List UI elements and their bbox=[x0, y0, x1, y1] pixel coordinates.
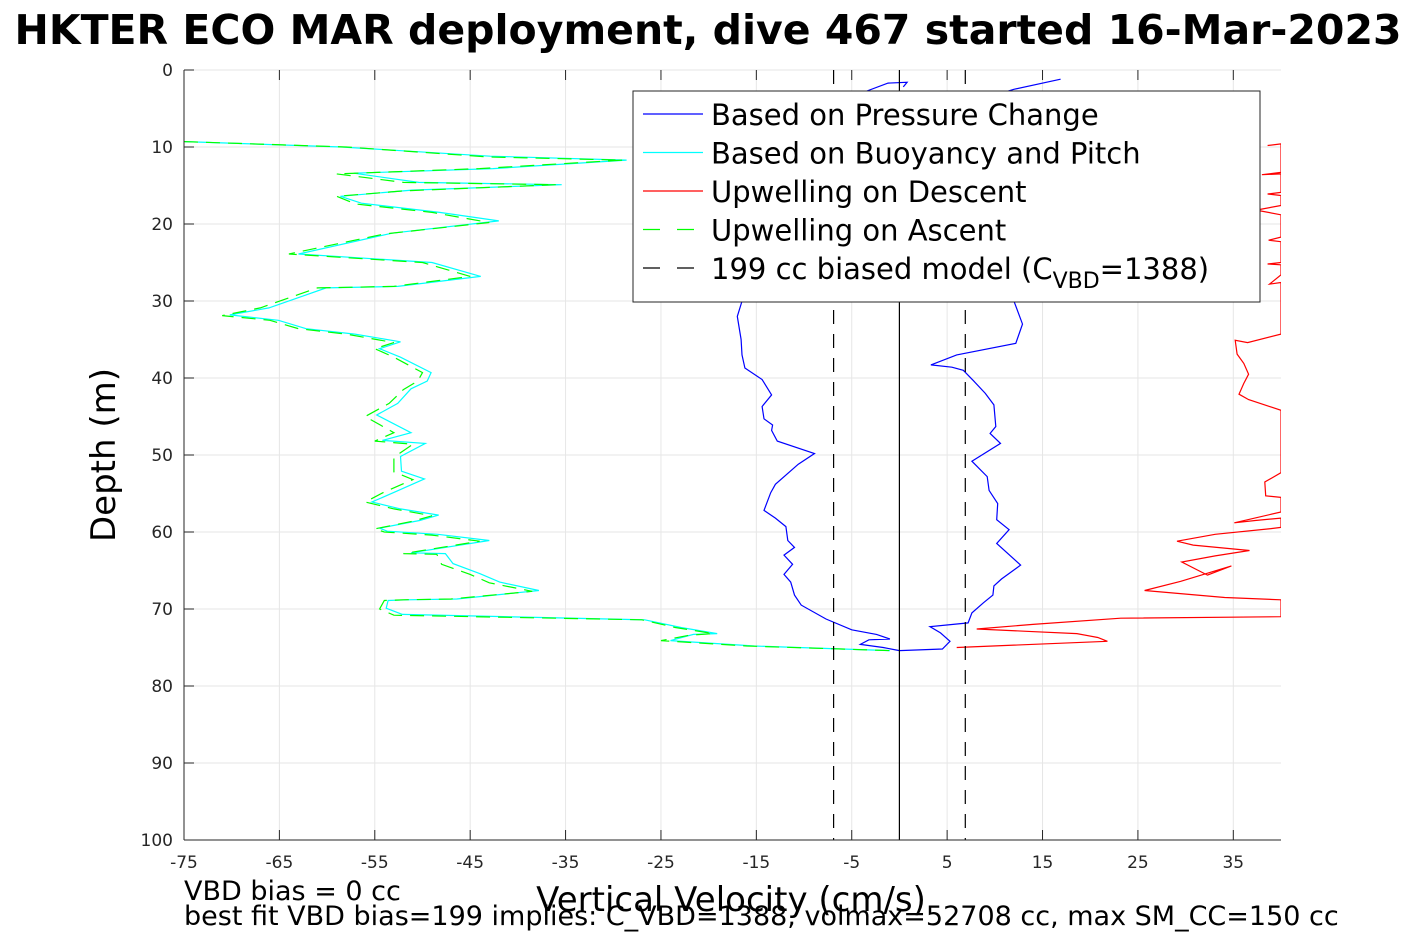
chart-title: HKTER ECO MAR deployment, dive 467 start… bbox=[14, 6, 1402, 54]
legend-box bbox=[632, 90, 1261, 303]
y-tick-label: 0 bbox=[162, 61, 173, 81]
x-tick-label: -5 bbox=[843, 853, 860, 873]
series-line-0 bbox=[736, 78, 1061, 652]
x-tick-label: 25 bbox=[1127, 853, 1149, 873]
y-tick-label: 90 bbox=[151, 754, 173, 774]
series-line-3 bbox=[184, 141, 890, 652]
x-tick-label: -45 bbox=[456, 853, 484, 873]
axes: -75 -65 -55 -45 -35 -25 -15 -5 5 15 25 350102030405… bbox=[141, 61, 1281, 873]
y-tick-label: 10 bbox=[151, 138, 173, 158]
x-tick-label: 15 bbox=[1032, 853, 1054, 873]
y-axis-label: Depth (m) bbox=[84, 367, 124, 543]
y-tick-label: 100 bbox=[141, 831, 173, 851]
y-tick-label: 60 bbox=[151, 523, 173, 543]
legend-label-subscript: VBD bbox=[1053, 269, 1100, 294]
legend-label: Based on Pressure Change bbox=[711, 98, 1099, 132]
y-tick-label: 40 bbox=[151, 369, 173, 389]
x-tick-label: -65 bbox=[266, 853, 294, 873]
y-tick-label: 80 bbox=[151, 677, 173, 697]
vbd-bias-note: VBD bias = 0 cc bbox=[184, 876, 401, 907]
x-tick-label: 35 bbox=[1222, 853, 1244, 873]
legend-label-suffix: =1388) bbox=[1100, 252, 1209, 286]
y-tick-label: 20 bbox=[151, 215, 173, 235]
y-tick-label: 30 bbox=[151, 292, 173, 312]
legend: Based on Pressure Change Based on Buoyanc… bbox=[632, 90, 1261, 303]
y-tick-label: 70 bbox=[151, 600, 173, 620]
legend-label: Based on Buoyancy and Pitch bbox=[711, 137, 1141, 171]
best-fit-note: best fit VBD bias=199 implies: C_VBD=138… bbox=[184, 901, 1339, 932]
x-tick-label: -15 bbox=[742, 853, 770, 873]
x-tick-label: 5 bbox=[942, 853, 953, 873]
x-tick-label: -35 bbox=[552, 853, 580, 873]
x-tick-label: -75 bbox=[170, 853, 198, 873]
x-axis-label: Vertical Velocity (cm/s) bbox=[536, 880, 926, 920]
legend-label: Upwelling on Descent bbox=[711, 175, 1027, 209]
x-tick-label: -55 bbox=[361, 853, 389, 873]
legend-label: Upwelling on Ascent bbox=[711, 214, 1006, 248]
y-tick-label: 50 bbox=[151, 446, 173, 466]
x-tick-label: -25 bbox=[647, 853, 675, 873]
series-line-2 bbox=[956, 143, 1281, 649]
